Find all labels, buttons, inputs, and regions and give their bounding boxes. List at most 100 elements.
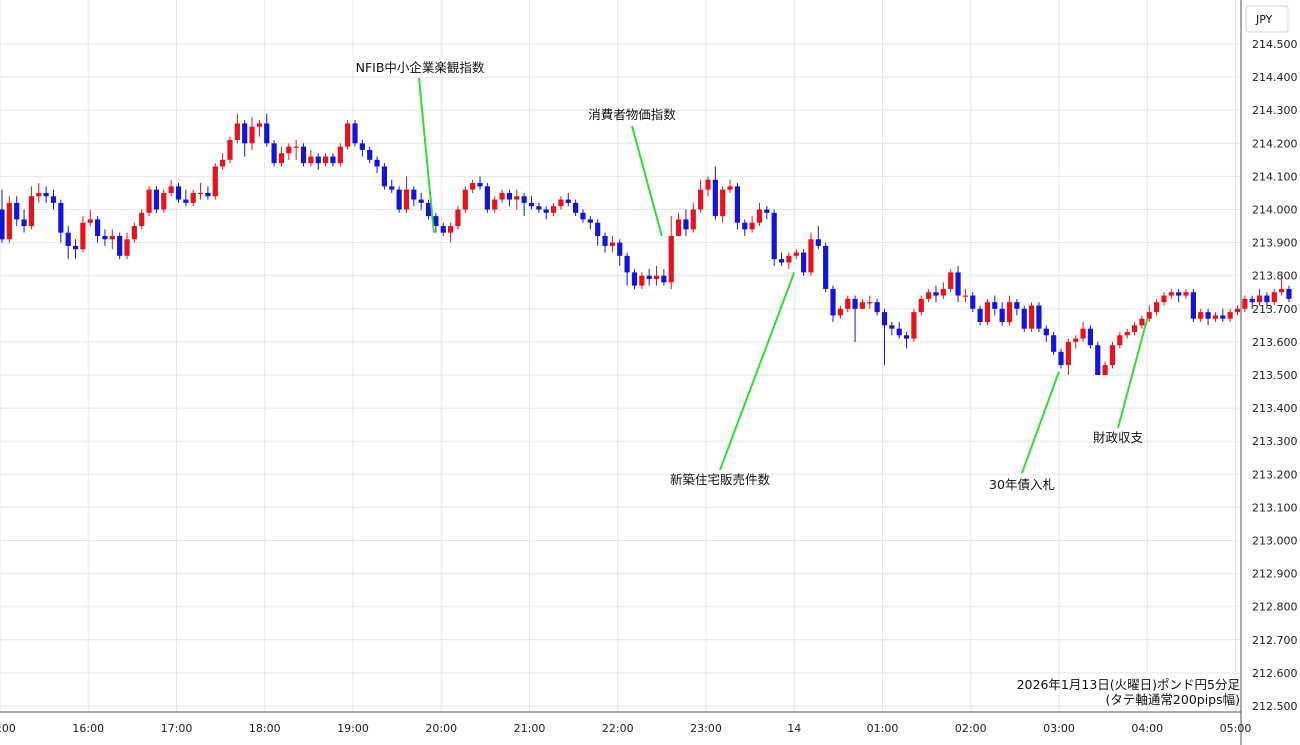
candle-down [881, 312, 888, 326]
candle-down [0, 209, 5, 240]
time-tick-label: 14 [787, 722, 801, 735]
candle-up [911, 312, 917, 339]
candle-up [1028, 305, 1035, 329]
candle-up [550, 206, 557, 213]
candle-down [433, 216, 439, 227]
candle-up [1146, 312, 1152, 319]
time-tick-label: 16:00 [72, 722, 104, 735]
candle-down [661, 275, 667, 283]
candle-up [161, 192, 167, 210]
candle-down [21, 219, 27, 227]
candle-up [808, 239, 814, 273]
candle-down [815, 239, 821, 246]
candle-down [440, 226, 446, 233]
annotation-label: 30年債入札 [989, 477, 1055, 492]
candle-up [286, 146, 292, 154]
time-axis-ticks: 15:00 16:00 17:00 18:00 19:00 20:00 21:00 22:00… [0, 722, 1251, 735]
candle-down [425, 202, 432, 217]
candle-up [514, 196, 520, 200]
candle-down [153, 189, 160, 210]
candle-down [300, 146, 307, 164]
candle-up [698, 189, 704, 210]
candle-up [1124, 331, 1130, 336]
time-tick-label: 05:00 [1220, 722, 1252, 735]
candle-up [727, 186, 733, 190]
candle-down [43, 192, 49, 197]
candle-up [1256, 295, 1263, 303]
price-tick-label: 214.400 [1252, 71, 1298, 84]
time-tick-label: 17:00 [161, 722, 193, 735]
candle-up [403, 189, 410, 210]
candle-up [1279, 288, 1285, 293]
candle-up [455, 209, 461, 227]
candle-up [234, 123, 240, 140]
candle-up [1161, 295, 1167, 303]
candle-up [345, 123, 351, 147]
annotation-label: NFIB中小企業楽観指数 [356, 60, 485, 75]
chart-caption-line2: (タテ軸通常200pips幅) [1106, 692, 1240, 707]
time-tick-label: 22:00 [602, 722, 634, 735]
candle-up [1212, 315, 1219, 319]
candle-down [95, 219, 101, 236]
candle-down [734, 186, 741, 223]
price-tick-label: 213.000 [1252, 535, 1298, 548]
price-tick-label: 213.500 [1252, 369, 1298, 382]
candle-up [1154, 302, 1160, 313]
candle-down [381, 166, 388, 187]
candle-down [771, 212, 777, 260]
candle-up [139, 212, 145, 227]
candle-down [573, 202, 579, 213]
candle-down [595, 222, 601, 236]
candle-down [50, 196, 57, 203]
candle-up [227, 139, 233, 160]
candle-down [521, 196, 527, 203]
price-tick-label: 212.600 [1252, 667, 1298, 680]
candle-down [1264, 295, 1270, 303]
price-tick-label: 213.300 [1252, 435, 1298, 448]
candle-down [896, 328, 902, 336]
candle-up [131, 226, 137, 240]
candle-up [675, 219, 682, 236]
candle-up [146, 189, 152, 213]
price-tick-label: 214.500 [1252, 38, 1298, 51]
candle-up [1227, 312, 1233, 319]
price-tick-label: 213.600 [1252, 336, 1298, 349]
candle-down [889, 325, 895, 329]
time-tick-label: 18:00 [249, 722, 281, 735]
candle-down [742, 222, 748, 230]
annotation-line [631, 125, 663, 237]
candle-up [639, 275, 645, 286]
candle-up [190, 192, 196, 203]
time-tick-label: 20:00 [425, 722, 457, 735]
candle-down [683, 219, 689, 230]
candle-up [168, 186, 174, 193]
candle-down [242, 123, 248, 144]
candle-down [117, 235, 123, 256]
candle-up [845, 298, 851, 309]
candle-up [1080, 328, 1086, 339]
candle-up [6, 202, 12, 240]
candle-down [271, 143, 277, 164]
candle-down [14, 202, 20, 220]
currency-label-box [1245, 5, 1289, 33]
candle-up [1131, 325, 1138, 332]
candle-down [1176, 292, 1182, 296]
candle-down [602, 235, 608, 246]
candle-down [1190, 292, 1196, 319]
price-tick-label: 213.400 [1252, 402, 1298, 415]
candle-down [778, 259, 785, 263]
price-tick-label: 212.800 [1252, 601, 1298, 614]
candle-down [374, 159, 380, 167]
candle-up [1073, 338, 1079, 342]
candle-down [506, 192, 513, 200]
price-tick-label: 214.000 [1252, 204, 1298, 217]
candle-down [1286, 288, 1292, 299]
price-tick-label: 213.700 [1252, 303, 1298, 316]
candle-up [1183, 292, 1189, 296]
candle-down [1051, 335, 1057, 352]
candle-up [308, 156, 314, 164]
time-tick-label: 02:00 [955, 722, 987, 735]
price-tick-label: 212.500 [1252, 700, 1298, 713]
